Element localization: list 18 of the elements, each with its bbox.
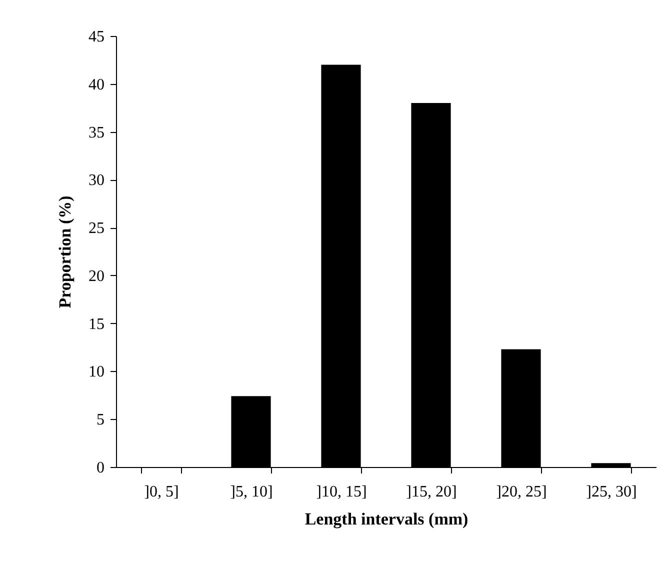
y-tick-label: 10 xyxy=(88,364,104,381)
x-tick-label: ]0, 5] xyxy=(144,484,179,500)
x-tick-label: ]5, 10] xyxy=(230,484,273,500)
y-axis-title: Proportion (%) xyxy=(56,196,74,308)
y-tick-label: 25 xyxy=(88,220,104,238)
x-tick-label: ]25, 30] xyxy=(586,484,637,500)
y-tick-label: 45 xyxy=(88,28,104,46)
y-tick-label: 15 xyxy=(88,316,104,333)
y-tick-label: 0 xyxy=(96,460,104,476)
y-tick-label: 35 xyxy=(88,124,104,142)
x-tick-label: ]20, 25] xyxy=(496,484,547,500)
x-axis-title: Length intervals (mm) xyxy=(304,510,468,528)
y-tick-label: 30 xyxy=(88,172,104,190)
y-tick-label: 20 xyxy=(88,268,104,285)
x-tick-label: ]10, 15] xyxy=(316,484,367,500)
y-tick-label: 40 xyxy=(88,76,104,94)
y-tick-label: 5 xyxy=(96,412,104,429)
x-tick-label: ]15, 20] xyxy=(406,484,457,500)
